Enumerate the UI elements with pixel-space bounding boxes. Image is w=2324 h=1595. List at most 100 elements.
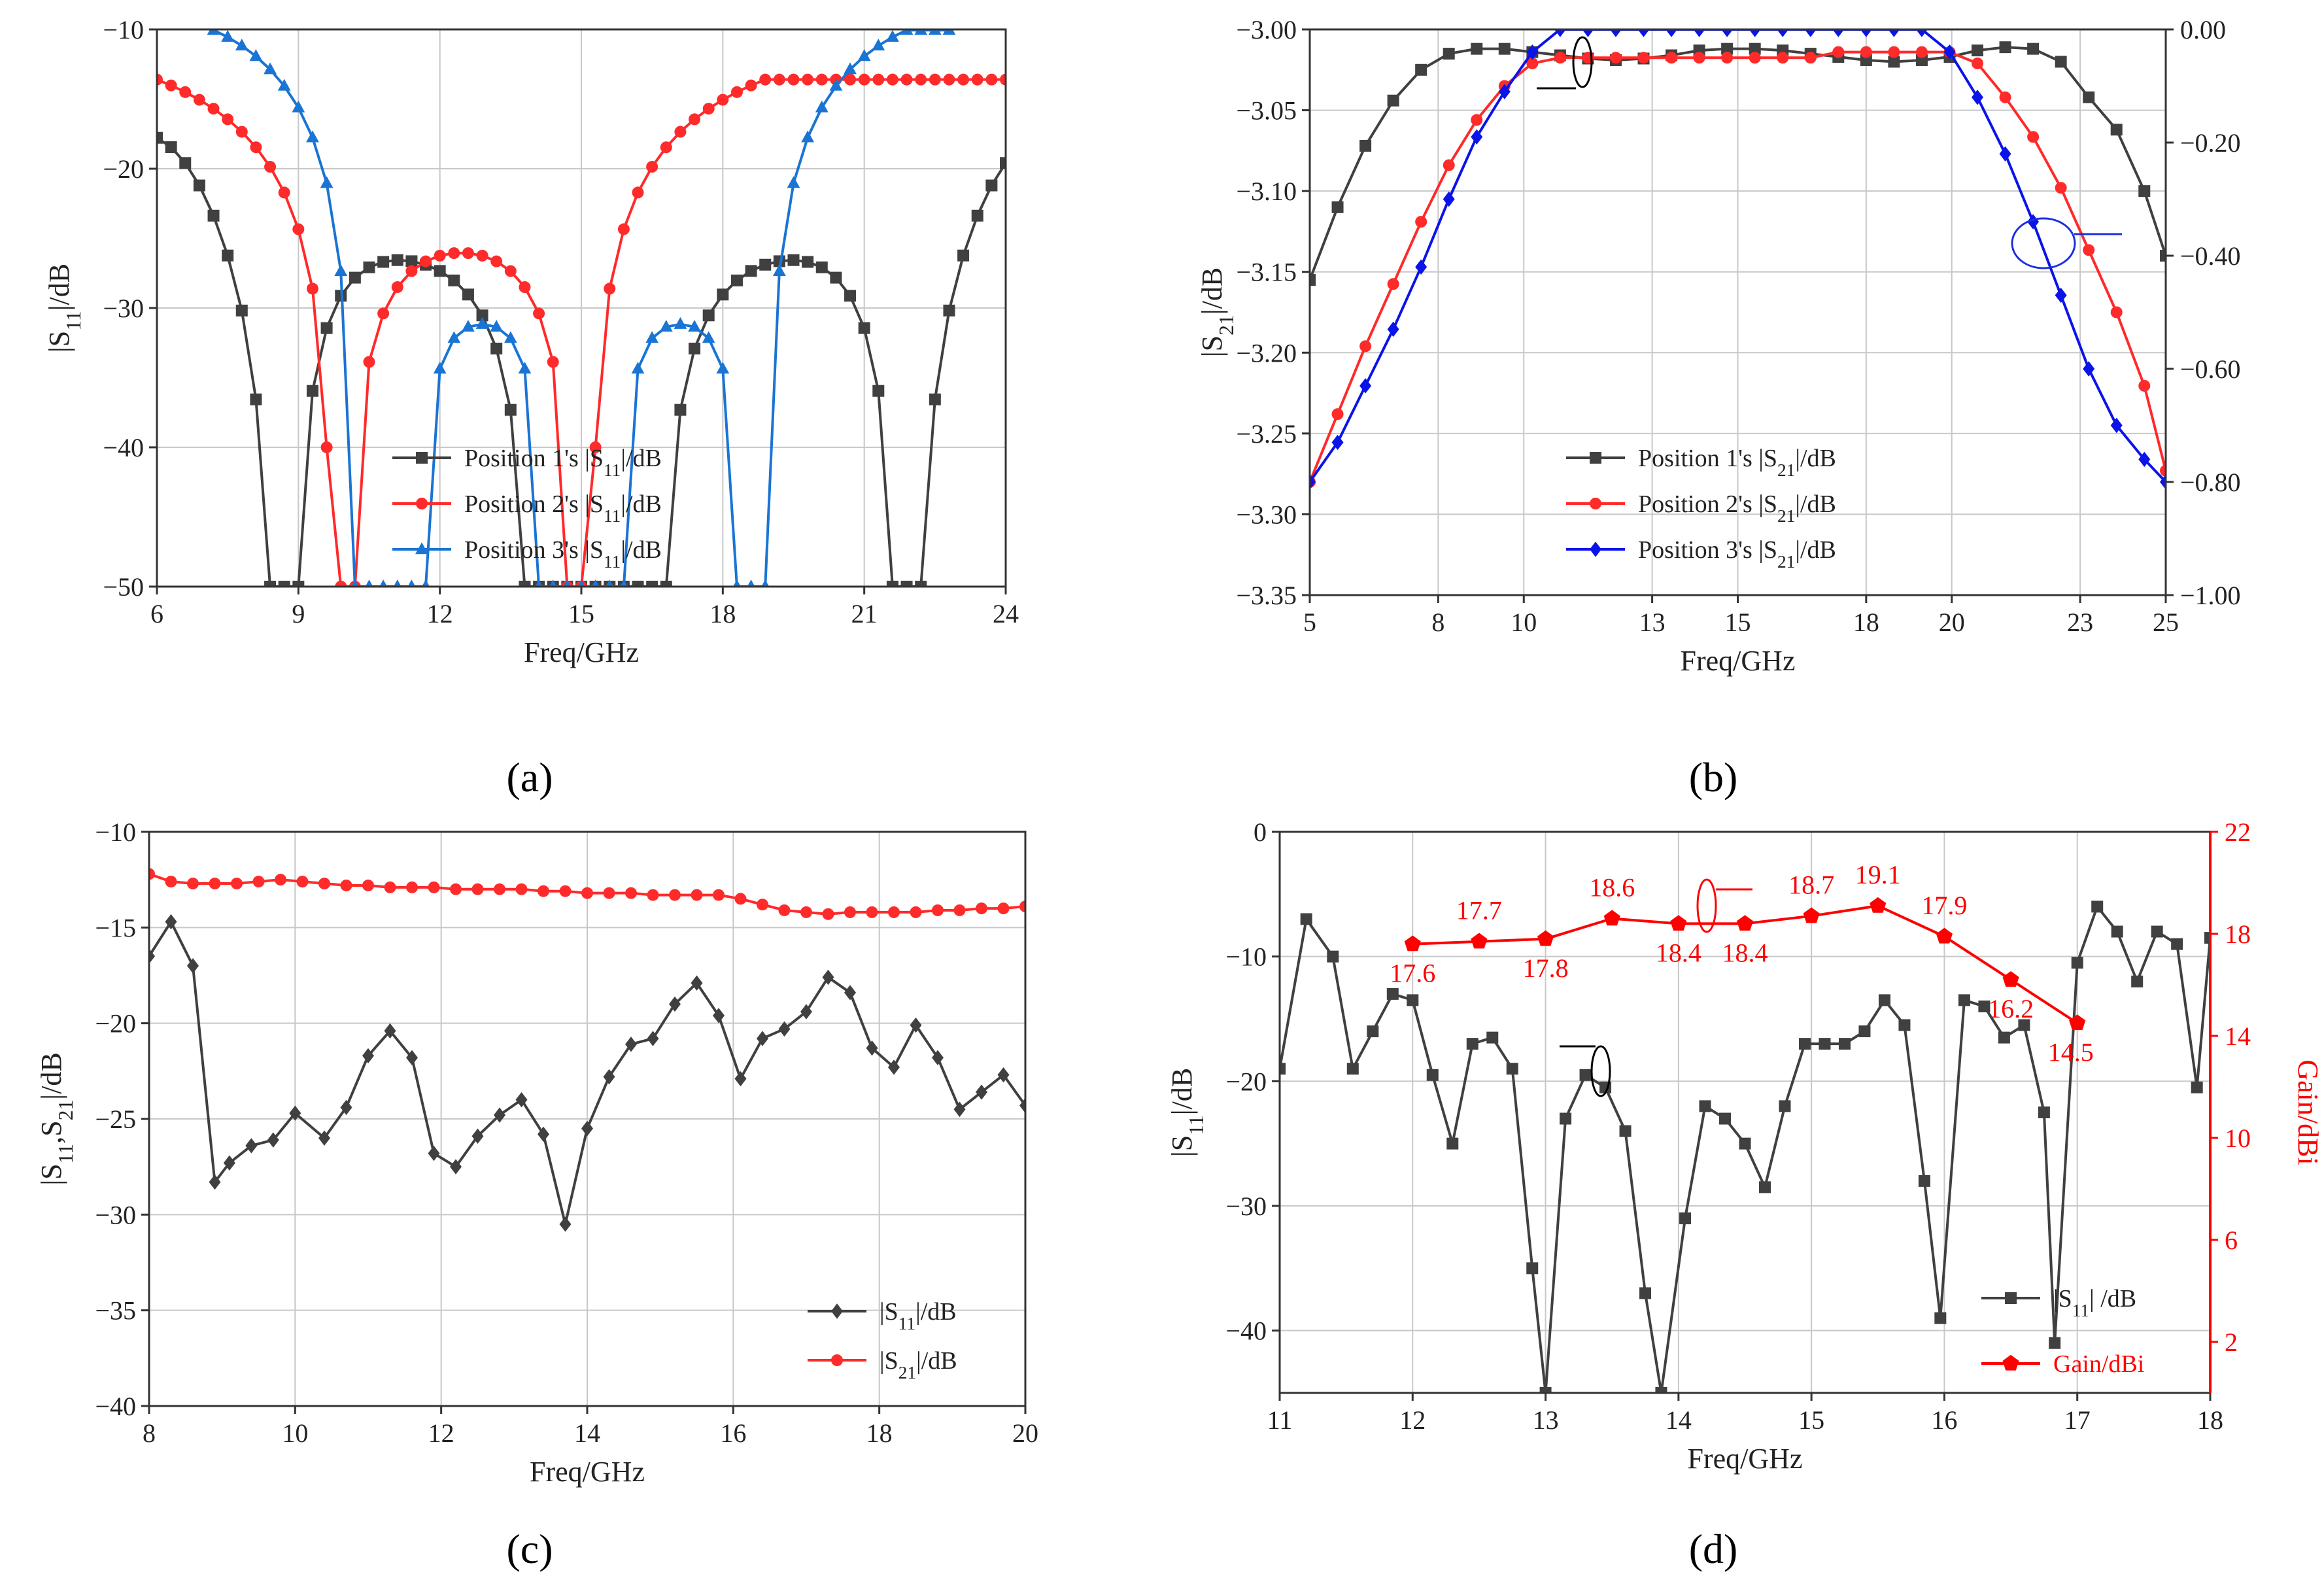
data-point-square [985,179,998,192]
legend-label: Position 2's |S21|/dB [1638,490,1836,526]
panel-caption: (a) [506,754,553,800]
x-tick-label: 21 [851,599,878,628]
data-point-circle [773,73,785,86]
data-point-diamond [778,1021,791,1037]
data-point-circle [1693,52,1705,64]
data-point-square [1878,994,1890,1006]
data-point-square [462,288,474,301]
data-point-diamond [428,1145,440,1161]
data-point-circle [405,265,418,277]
data-point-square [730,274,743,286]
data-point-diamond [1666,29,1678,37]
data-point-circle [866,906,878,918]
data-point-diamond [1526,44,1539,60]
data-point-square [830,271,842,284]
data-point-triangle [645,331,659,343]
y2-tick-label: 14 [2225,1021,2251,1051]
data-point-circle [778,904,791,916]
data-point-square [278,581,290,587]
data-point-square [1819,1038,1831,1050]
data-point-circle [713,889,725,901]
data-point-circle [932,904,944,916]
text-span: S [43,331,75,347]
data-point-circle [434,249,446,262]
y-tick-label: −35 [95,1296,136,1326]
data-point-diamond [1888,29,1900,37]
data-point-diamond [340,1099,352,1116]
data-point-diamond [691,975,703,991]
data-point-square [1699,1100,1711,1112]
data-point-pentagon [1870,897,1887,913]
data-point-triangle [716,362,730,374]
data-point-diamond [866,1040,878,1056]
data-point-square [349,271,361,284]
text-span: 11 [604,506,621,526]
data-point-circle [632,186,644,199]
data-point-square [2151,925,2163,938]
data-point-square [2038,1106,2050,1118]
annotation-markers [1537,36,2122,1097]
data-point-triangle [549,579,557,587]
data-point-square [363,261,375,273]
annotation-ellipse [2011,217,2076,269]
data-point-circle [674,126,687,138]
data-point-circle [1749,52,1761,64]
data-point-square [971,209,983,222]
data-point-diamond [1832,29,1845,37]
text-span: , [35,1137,67,1144]
data-point-square [306,385,318,397]
data-point-diamond [1498,84,1511,99]
data-point-square [519,581,531,587]
data-point-square [264,581,277,587]
data-point-triangle [631,362,645,374]
data-point-square [391,254,403,266]
data-point-pentagon [1670,915,1687,931]
data-point-circle [340,879,352,891]
text-span: |/dB [1795,445,1836,472]
data-point-square [1860,54,1872,66]
data-point-square [1655,1387,1667,1393]
y-tick-label: −30 [103,294,144,323]
data-point-square [702,309,715,322]
y2-tick-label: −0.60 [2180,354,2241,384]
text-span: |/dB [35,1052,67,1099]
data-point-circle [1860,46,1872,58]
data-point-diamond [1804,29,1817,37]
data-point-triangle [277,78,291,91]
data-point-circle [165,876,177,888]
x-tick-label: 10 [1511,608,1537,637]
data-point-triangle [942,29,956,35]
data-point-triangle [422,579,430,587]
data-point-diamond [2138,451,2151,468]
data-point-diamond [2027,214,2040,230]
data-point-diamond [267,1132,279,1148]
data-point-circle [910,906,922,918]
data-point-diamond [757,1031,768,1046]
data-point-circle [717,94,729,106]
legend-marker [1590,452,1601,464]
data-point-circle [377,307,390,320]
x-tick-label: 9 [292,599,305,628]
data-point-square [1526,1262,1539,1275]
data-point-diamond [1777,29,1789,37]
x-axis-title: Freq/GHz [524,636,639,668]
data-point-diamond [149,948,155,964]
data-point-circle [235,126,248,138]
data-point-square [1446,1137,1459,1150]
text-span: |/dB [621,445,662,472]
data-point-diamond [1019,1097,1025,1114]
data-point-triangle [407,579,416,587]
data-point-circle [844,906,856,918]
data-point-circle [222,113,234,126]
data-point-circle [428,881,440,893]
text-span: |/dB [1166,1068,1198,1115]
data-point-circle [1526,57,1539,69]
data-point-circle [985,73,998,86]
data-point-circle [391,281,403,294]
data-point-circle [490,255,503,267]
x-tick-label: 23 [2067,608,2093,637]
text-span: |/dB [43,264,75,311]
y-axis-title: |S11,S21|/dB [35,1052,77,1185]
data-point-triangle [306,130,319,143]
data-point-triangle [490,320,504,332]
